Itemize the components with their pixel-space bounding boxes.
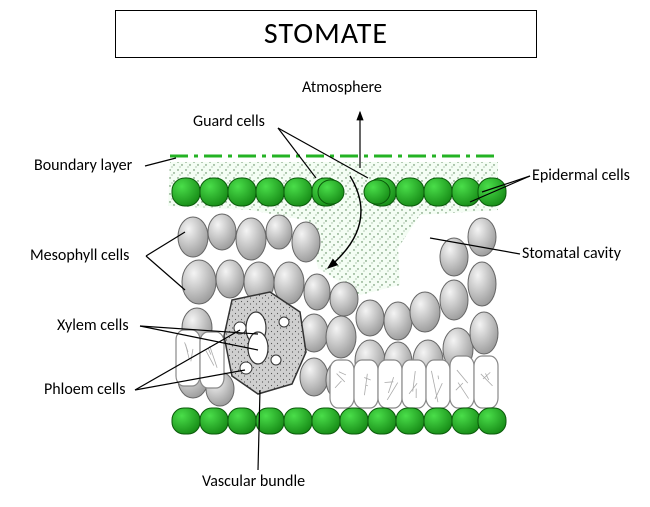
leader-mesophyll_2 — [146, 256, 185, 290]
phloem-cell — [279, 317, 289, 327]
mesophyll-cell — [236, 218, 266, 260]
mesophyll-cell — [468, 218, 496, 256]
mesophyll-cell — [208, 214, 236, 250]
mesophyll-cell — [470, 312, 498, 354]
mesophyll-cell — [468, 262, 496, 306]
lower-epidermis-cell — [312, 408, 340, 434]
mesophyll-cell — [178, 217, 208, 257]
label-vascular-bundle: Vascular bundle — [202, 472, 305, 491]
bundle-sheath-cell — [378, 360, 402, 408]
guard-cell — [364, 180, 390, 204]
label-guard-cells: Guard cells — [193, 112, 265, 131]
lower-epidermis-cell — [452, 408, 480, 434]
mesophyll-cell — [216, 260, 244, 298]
label-epidermal-cells: Epidermal cells — [532, 166, 630, 185]
guard-cell — [318, 180, 344, 204]
label-atmosphere: Atmosphere — [302, 78, 382, 97]
lower-epidermis-cell — [368, 408, 396, 434]
upper-epidermis-cell — [452, 178, 480, 206]
mesophyll-cell — [300, 358, 328, 396]
upper-epidermis-cell — [396, 178, 424, 206]
label-phloem-cells: Phloem cells — [44, 380, 125, 399]
label-mesophyll-cells: Mesophyll cells — [30, 246, 129, 265]
upper-epidermis-cell — [424, 178, 452, 206]
lower-epidermis-cell — [256, 408, 284, 434]
lower-epidermis-cell — [200, 408, 228, 434]
bundle-sheath-cell — [450, 356, 474, 408]
phloem-cell — [240, 362, 252, 374]
lower-epidermis-cell — [172, 408, 200, 434]
mesophyll-cell — [440, 280, 468, 320]
phloem-cell — [271, 355, 281, 365]
lower-epidermis-cell — [340, 408, 368, 434]
mesophyll-cell — [182, 260, 216, 304]
label-boundary-layer: Boundary layer — [34, 156, 132, 175]
mesophyll-cell — [326, 316, 356, 358]
lower-epidermis-cell — [228, 408, 256, 434]
mesophyll-cell — [356, 300, 384, 336]
lower-epidermis-cell — [424, 408, 452, 434]
mesophyll-cell — [304, 274, 330, 310]
upper-epidermis-cell — [172, 178, 200, 206]
bundle-sheath-cell — [176, 330, 200, 386]
mesophyll-cell — [292, 222, 320, 262]
mesophyll-cell — [410, 292, 440, 332]
upper-epidermis-cell — [256, 178, 284, 206]
bundle-sheath-cell — [474, 356, 498, 408]
label-stomatal-cavity: Stomatal cavity — [522, 244, 621, 263]
lower-epidermis-cell — [396, 408, 424, 434]
upper-epidermis-cell — [284, 178, 312, 206]
upper-epidermis-cell — [228, 178, 256, 206]
mesophyll-cell — [330, 282, 358, 316]
mesophyll-cell — [266, 215, 292, 249]
label-xylem-cells: Xylem cells — [57, 316, 129, 335]
lower-epidermis-cell — [284, 408, 312, 434]
upper-epidermis-cell — [200, 178, 228, 206]
lower-epidermis-cell — [478, 408, 506, 434]
bundle-sheath-cell — [330, 360, 354, 408]
mesophyll-cell — [384, 302, 412, 340]
